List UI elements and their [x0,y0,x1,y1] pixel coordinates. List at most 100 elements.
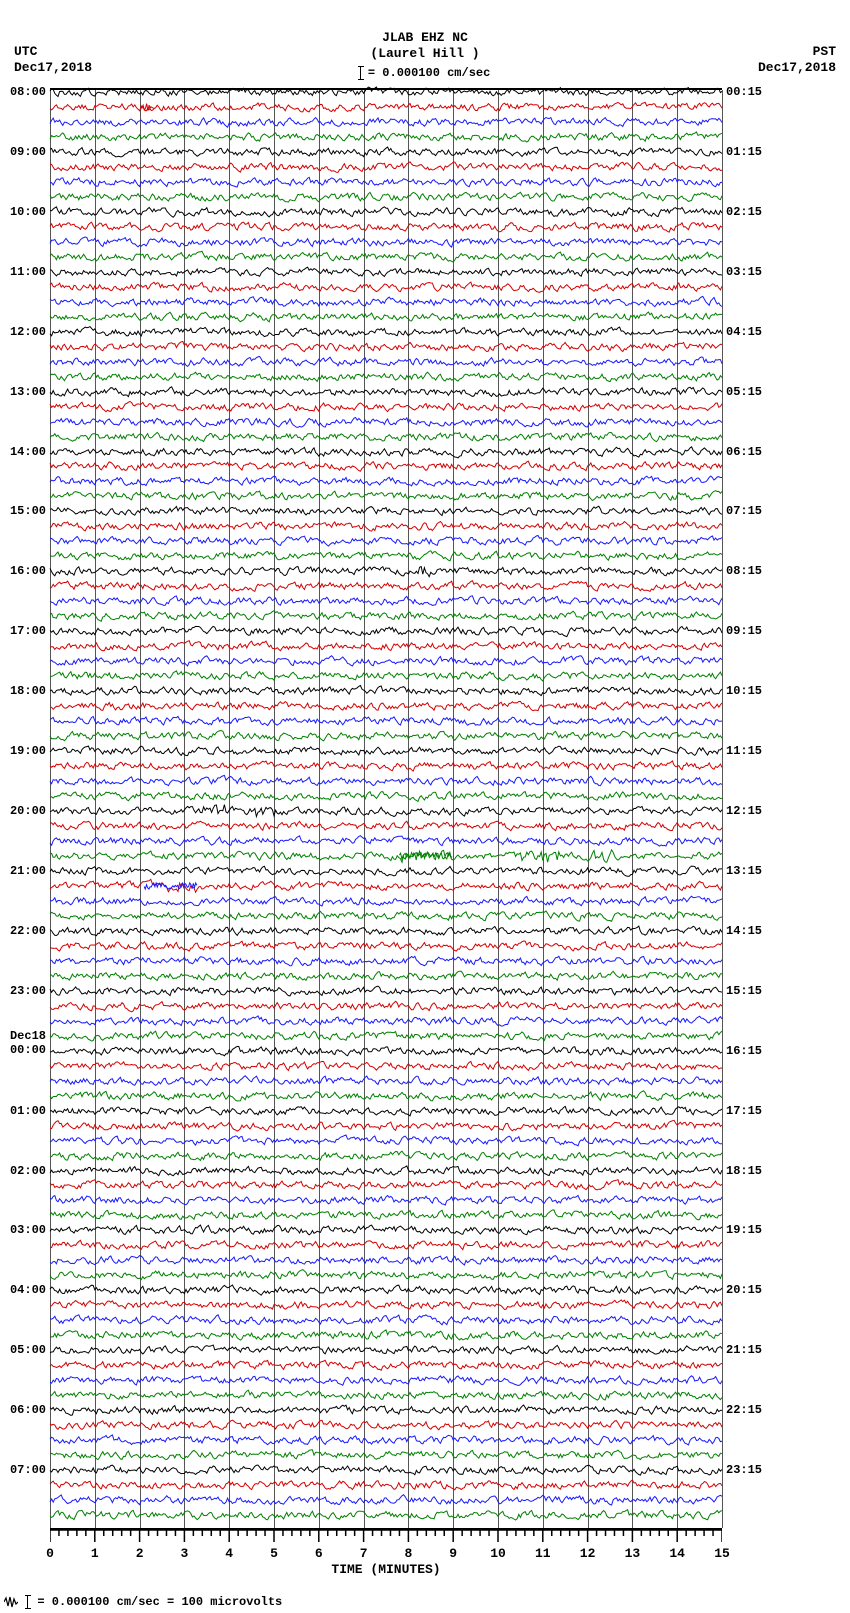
seismic-trace [50,624,722,638]
seismic-trace [50,340,722,354]
seismic-trace [50,280,722,294]
seismic-trace [50,939,722,953]
pst-hour-label: 10:15 [722,684,762,698]
seismic-trace [50,265,722,279]
seismic-trace [50,1358,722,1372]
seismic-trace [50,1373,722,1387]
utc-hour-label: 11:00 [10,265,50,279]
x-tick-label: 7 [360,1546,368,1561]
seismic-trace [50,954,722,968]
footer-text-2: 100 microvolts [181,1595,282,1609]
pst-hour-label: 12:15 [722,804,762,818]
seismic-trace [50,639,722,653]
utc-hour-label: 06:00 [10,1403,50,1417]
seismogram-page: JLAB EHZ NC (Laurel Hill ) = 0.000100 cm… [0,0,850,1613]
tz-right-tz: PST [758,44,836,60]
seismic-trace [50,504,722,518]
pst-hour-label: 05:15 [722,385,762,399]
seismic-trace [50,400,722,414]
pst-hour-label: 23:15 [722,1463,762,1477]
tz-left-date: Dec17,2018 [14,60,92,76]
seismic-trace [50,744,722,758]
seismic-trace [50,325,722,339]
scale-text: = 0.000100 cm/sec [368,66,490,80]
utc-hour-label: 04:00 [10,1283,50,1297]
seismic-trace [50,984,722,998]
x-tick-label: 0 [46,1546,54,1561]
seismic-trace [50,1149,722,1163]
x-axis: 0123456789101112131415TIME (MINUTES) [50,1528,722,1568]
seismic-trace [50,759,722,773]
seismic-trace [50,654,722,668]
seismic-trace [50,969,722,983]
seismic-trace [50,295,722,309]
utc-hour-label: 03:00 [10,1223,50,1237]
utc-hour-label: 23:00 [10,984,50,998]
seismic-trace [50,819,722,833]
tz-left-tz: UTC [14,44,92,60]
utc-hour-label: 13:00 [10,385,50,399]
utc-hour-label: Dec1800:00 [10,1029,50,1057]
utc-hour-label: 02:00 [10,1164,50,1178]
pst-hour-label: 16:15 [722,1044,762,1058]
seismic-trace [50,1178,722,1192]
seismic-trace [50,1089,722,1103]
utc-hour-label: 10:00 [10,205,50,219]
seismic-trace [50,894,722,908]
pst-hour-label: 01:15 [722,145,762,159]
x-tick-label: 8 [404,1546,412,1561]
seismic-trace [50,1403,722,1417]
seismic-trace [50,1508,722,1522]
pst-hour-label: 21:15 [722,1343,762,1357]
scale-bar-icon [27,1595,28,1609]
seismic-trace [50,175,722,189]
seismic-trace [50,1268,722,1282]
seismic-trace [50,534,722,548]
pst-hour-label: 20:15 [722,1283,762,1297]
pst-hour-label: 00:15 [722,85,762,99]
seismic-trace [50,879,722,893]
seismic-trace [50,160,722,174]
seismic-trace [50,250,722,264]
pst-hour-label: 06:15 [722,445,762,459]
seismic-trace [50,445,722,459]
seismic-trace [50,1328,722,1342]
pst-hour-label: 17:15 [722,1104,762,1118]
utc-hour-label: 16:00 [10,564,50,578]
seismic-trace [50,430,722,444]
pst-hour-label: 04:15 [722,325,762,339]
seismic-trace [50,849,722,863]
seismic-trace [50,1343,722,1357]
tz-label-left: UTC Dec17,2018 [14,44,92,76]
seismic-trace [50,1463,722,1477]
seismic-trace [50,310,722,324]
utc-hour-label: 14:00 [10,445,50,459]
utc-hour-label: 08:00 [10,85,50,99]
seismic-trace [50,519,722,533]
seismic-trace [50,1388,722,1402]
seismic-trace [50,1014,722,1028]
pst-hour-label: 18:15 [722,1164,762,1178]
seismic-trace [50,1493,722,1507]
seismic-trace [50,1448,722,1462]
scale-bar-icon [360,66,361,80]
x-tick-label: 11 [535,1546,551,1561]
seismic-trace [50,1193,722,1207]
seismic-trace [50,1298,722,1312]
tz-right-date: Dec17,2018 [758,60,836,76]
seismic-trace [50,1208,722,1222]
seismic-trace [50,1313,722,1327]
seismic-trace [50,1104,722,1118]
seismic-trace [50,789,722,803]
seismic-trace [50,459,722,473]
seismic-trace [50,804,722,818]
seismic-trace [50,190,722,204]
pst-hour-label: 15:15 [722,984,762,998]
seismic-trace [50,1059,722,1073]
seismic-trace [50,579,722,593]
seismic-trace [50,1134,722,1148]
seismic-trace [50,1478,722,1492]
station-location: (Laurel Hill ) [0,46,850,62]
x-axis-ticks [50,1528,722,1548]
utc-hour-label: 01:00 [10,1104,50,1118]
